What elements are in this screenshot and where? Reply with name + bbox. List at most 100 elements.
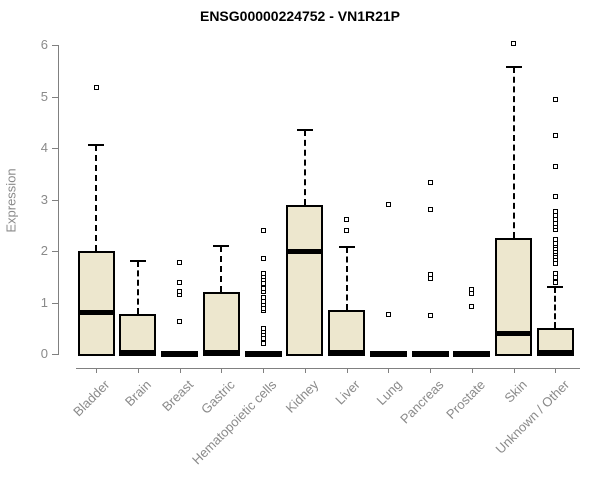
box-gastric [202,292,240,356]
median-brain [119,350,157,356]
outlier-point-unknown-other [552,237,558,243]
outlier-point-liver [344,217,349,223]
outlier-point-lung [385,312,391,318]
box-hematopoietic-cells [244,351,282,357]
box-pancreas [411,351,449,357]
x-tick [388,368,390,373]
x-category-label-breast: Breast [158,377,197,415]
outlier-point-hematopoietic-cells [260,256,266,262]
outlier-point-pancreas [427,206,433,212]
y-tick [52,45,58,46]
whisker-cap-kidney [296,128,313,131]
x-tick [179,368,181,373]
whisker-cap-skin [505,65,522,68]
outlier-point-pancreas [427,313,433,319]
x-category-label-liver: Liver [332,377,364,408]
y-tick-label: 1 [40,294,48,310]
outlier-point-breast [177,259,182,265]
y-tick-label: 0 [40,346,48,361]
outlier-point-lung [385,201,391,207]
whisker-cap-unknown-other [547,286,564,289]
outlier-point-breast [177,318,182,324]
y-tick-label: 2 [40,243,48,258]
x-category-label-gastric: Gastric [198,377,238,417]
outlier-point-unknown-other [552,96,558,102]
x-category-label-pancreas: Pancreas [397,377,447,427]
outlier-point-unknown-other [552,208,558,214]
x-tick [430,368,431,373]
y-tick [52,251,58,252]
outlier-point-hematopoietic-cells [260,325,266,331]
outlier-point-unknown-other [552,133,558,139]
y-tick [52,96,58,98]
x-axis-line [76,368,580,369]
x-tick [137,368,139,373]
x-category-label-bladder: Bladder [70,377,113,420]
y-tick [52,148,58,149]
y-tick-label: 3 [40,191,48,207]
chart-title: ENSG00000224752 - VN1R21P [199,8,401,24]
y-tick-label: 4 [40,140,48,155]
box-prostate [453,351,491,357]
whisker-cap-gastric [213,244,230,247]
outlier-point-liver [344,227,349,233]
y-tick-label: 6 [40,37,48,52]
whisker-gastric [220,245,223,293]
x-category-label-unknown-other: Unknown / Other [492,377,572,457]
median-unknown-other [536,349,574,355]
x-tick [221,368,223,373]
x-category-label-prostate: Prostate [443,377,489,422]
median-bladder [77,309,115,315]
outlier-point-skin [511,40,516,46]
outlier-point-pancreas [427,272,433,278]
y-tick [52,199,58,201]
box-breast [161,351,198,357]
outlier-point-unknown-other [552,270,558,276]
x-tick [555,368,557,373]
x-tick [471,368,473,373]
outlier-point-pancreas [427,180,433,185]
median-kidney [286,249,324,254]
whisker-skin [512,66,515,239]
outlier-point-unknown-other [552,164,558,170]
whisker-bladder [95,145,97,251]
outlier-point-hematopoietic-cells [260,294,266,300]
outlier-point-prostate [469,286,475,292]
box-kidney [286,204,324,356]
box-bladder [77,251,115,356]
whisker-cap-liver [338,245,355,248]
whisker-kidney [303,129,306,205]
x-category-label-lung: Lung [373,377,405,409]
x-tick [513,368,515,373]
outlier-point-breast [177,279,182,285]
x-tick [346,368,348,373]
outlier-point-breast [177,288,182,294]
x-category-label-kidney: Kidney [282,377,322,416]
outlier-point-hematopoietic-cells [260,340,266,346]
outlier-point-unknown-other [552,280,558,286]
box-skin [495,238,532,356]
outlier-point-prostate [469,304,475,310]
outlier-point-unknown-other [552,193,558,199]
median-gastric [202,350,240,356]
x-category-label-brain: Brain [122,377,155,410]
y-tick [52,302,58,304]
box-lung [369,351,407,357]
x-tick [263,368,264,373]
whisker-brain [136,261,139,315]
box-liver [328,309,365,356]
whisker-unknown-other [554,287,557,329]
outlier-point-bladder [93,85,99,91]
x-category-label-skin: Skin [501,377,531,406]
whisker-cap-brain [129,260,146,263]
outlier-point-hematopoietic-cells [260,227,266,233]
median-liver [328,350,365,356]
x-tick [304,368,306,373]
x-tick [96,368,97,373]
y-tick-label: 5 [40,88,48,104]
outlier-point-hematopoietic-cells [260,270,266,276]
whisker-liver [345,246,348,310]
y-axis-line [58,45,59,355]
